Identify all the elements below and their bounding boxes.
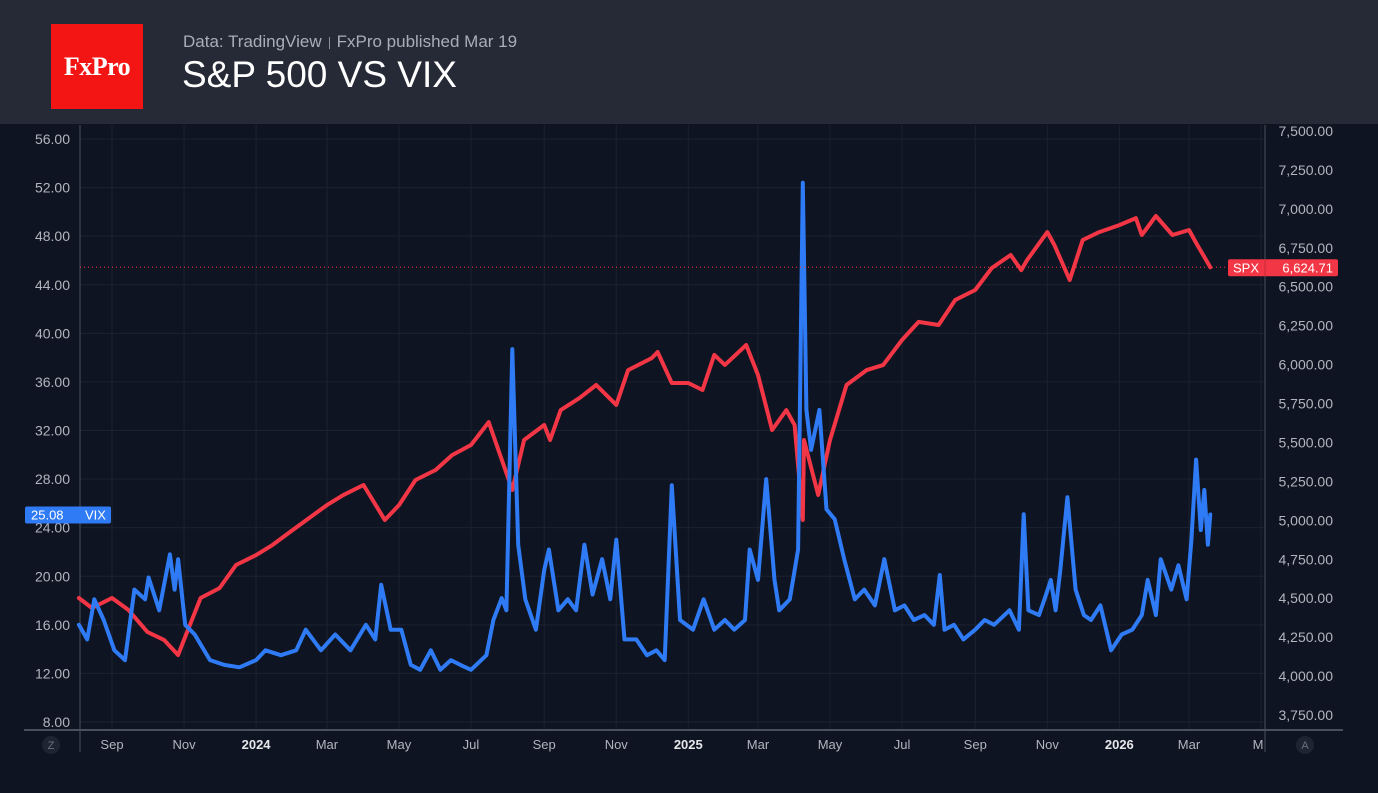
separator bbox=[329, 37, 330, 49]
x-tick-label: M bbox=[1253, 737, 1264, 752]
x-tick-label: Jul bbox=[894, 737, 911, 752]
x-tick-label: Sep bbox=[100, 737, 123, 752]
x-tick-label: Nov bbox=[1036, 737, 1060, 752]
left-tick-label: 12.00 bbox=[35, 665, 70, 681]
x-tick-label: Nov bbox=[172, 737, 196, 752]
spx-tag-name: SPX bbox=[1233, 260, 1259, 275]
right-tick-label: 5,750.00 bbox=[1279, 396, 1334, 412]
chart-title: S&P 500 VS VIX bbox=[182, 54, 457, 96]
right-tick-label: 5,000.00 bbox=[1279, 512, 1334, 528]
right-tick-label: 4,500.00 bbox=[1279, 590, 1334, 606]
right-tick-label: 4,250.00 bbox=[1279, 629, 1334, 645]
right-tick-label: 3,750.00 bbox=[1279, 707, 1334, 723]
spx-tag-value: 6,624.71 bbox=[1282, 260, 1333, 275]
right-tick-label: 6,250.00 bbox=[1279, 318, 1334, 334]
chart-area[interactable]: 56.00 52.00 48.00 44.00 40.00 36.00 32.00 28.00… bbox=[0, 124, 1378, 788]
left-tick-label: 8.00 bbox=[43, 714, 70, 730]
left-tick-label: 16.00 bbox=[35, 617, 70, 633]
left-tick-label: 52.00 bbox=[35, 180, 70, 196]
right-tick-label: 4,000.00 bbox=[1279, 668, 1334, 684]
x-tick-label: Sep bbox=[533, 737, 556, 752]
x-tick-label: Mar bbox=[747, 737, 770, 752]
x-tick-label: 2026 bbox=[1105, 737, 1134, 752]
fxpro-logo: FxPro bbox=[51, 24, 143, 109]
right-tick-label: 7,500.00 bbox=[1279, 124, 1334, 139]
subtitle: Data: TradingView FxPro published Mar 19 bbox=[183, 32, 517, 52]
right-tick-label: 6,750.00 bbox=[1279, 240, 1334, 256]
right-tick-label: 7,000.00 bbox=[1279, 201, 1334, 217]
series-line-spx bbox=[79, 216, 1210, 655]
axis-button-label[interactable]: A bbox=[1301, 740, 1309, 752]
data-source: Data: TradingView bbox=[183, 32, 322, 51]
x-tick-label: 2024 bbox=[242, 737, 272, 752]
left-tick-label: 56.00 bbox=[35, 131, 70, 147]
vix-tag-name: VIX bbox=[85, 508, 106, 523]
header: FxPro Data: TradingView FxPro published M… bbox=[0, 0, 1378, 124]
right-tick-label: 5,250.00 bbox=[1279, 473, 1334, 489]
x-tick-label: Mar bbox=[316, 737, 339, 752]
left-tick-label: 32.00 bbox=[35, 423, 70, 439]
left-tick-label: 40.00 bbox=[35, 325, 70, 341]
right-tick-label: 5,500.00 bbox=[1279, 434, 1334, 450]
logo-text: FxPro bbox=[64, 52, 130, 82]
right-tick-label: 6,500.00 bbox=[1279, 279, 1334, 295]
x-tick-label: 2025 bbox=[674, 737, 703, 752]
x-tick-label: Jul bbox=[463, 737, 480, 752]
chart-svg[interactable]: 56.00 52.00 48.00 44.00 40.00 36.00 32.00 28.00… bbox=[0, 124, 1378, 788]
x-tick-label: Nov bbox=[605, 737, 629, 752]
left-tick-label: 44.00 bbox=[35, 277, 70, 293]
vix-tag-value: 25.08 bbox=[31, 508, 64, 523]
right-tick-label: 4,750.00 bbox=[1279, 551, 1334, 567]
x-tick-label: Mar bbox=[1178, 737, 1201, 752]
left-tick-label: 36.00 bbox=[35, 374, 70, 390]
left-tick-label: 20.00 bbox=[35, 568, 70, 584]
axis-button-label[interactable]: Z bbox=[48, 740, 55, 752]
series-line-vix bbox=[79, 183, 1210, 670]
x-tick-label: May bbox=[387, 737, 412, 752]
x-tick-label: May bbox=[818, 737, 843, 752]
left-tick-label: 48.00 bbox=[35, 228, 70, 244]
right-tick-label: 6,000.00 bbox=[1279, 357, 1334, 373]
published-date: FxPro published Mar 19 bbox=[337, 32, 517, 51]
x-tick-label: Sep bbox=[964, 737, 987, 752]
left-tick-label: 28.00 bbox=[35, 471, 70, 487]
right-tick-label: 7,250.00 bbox=[1279, 162, 1334, 178]
